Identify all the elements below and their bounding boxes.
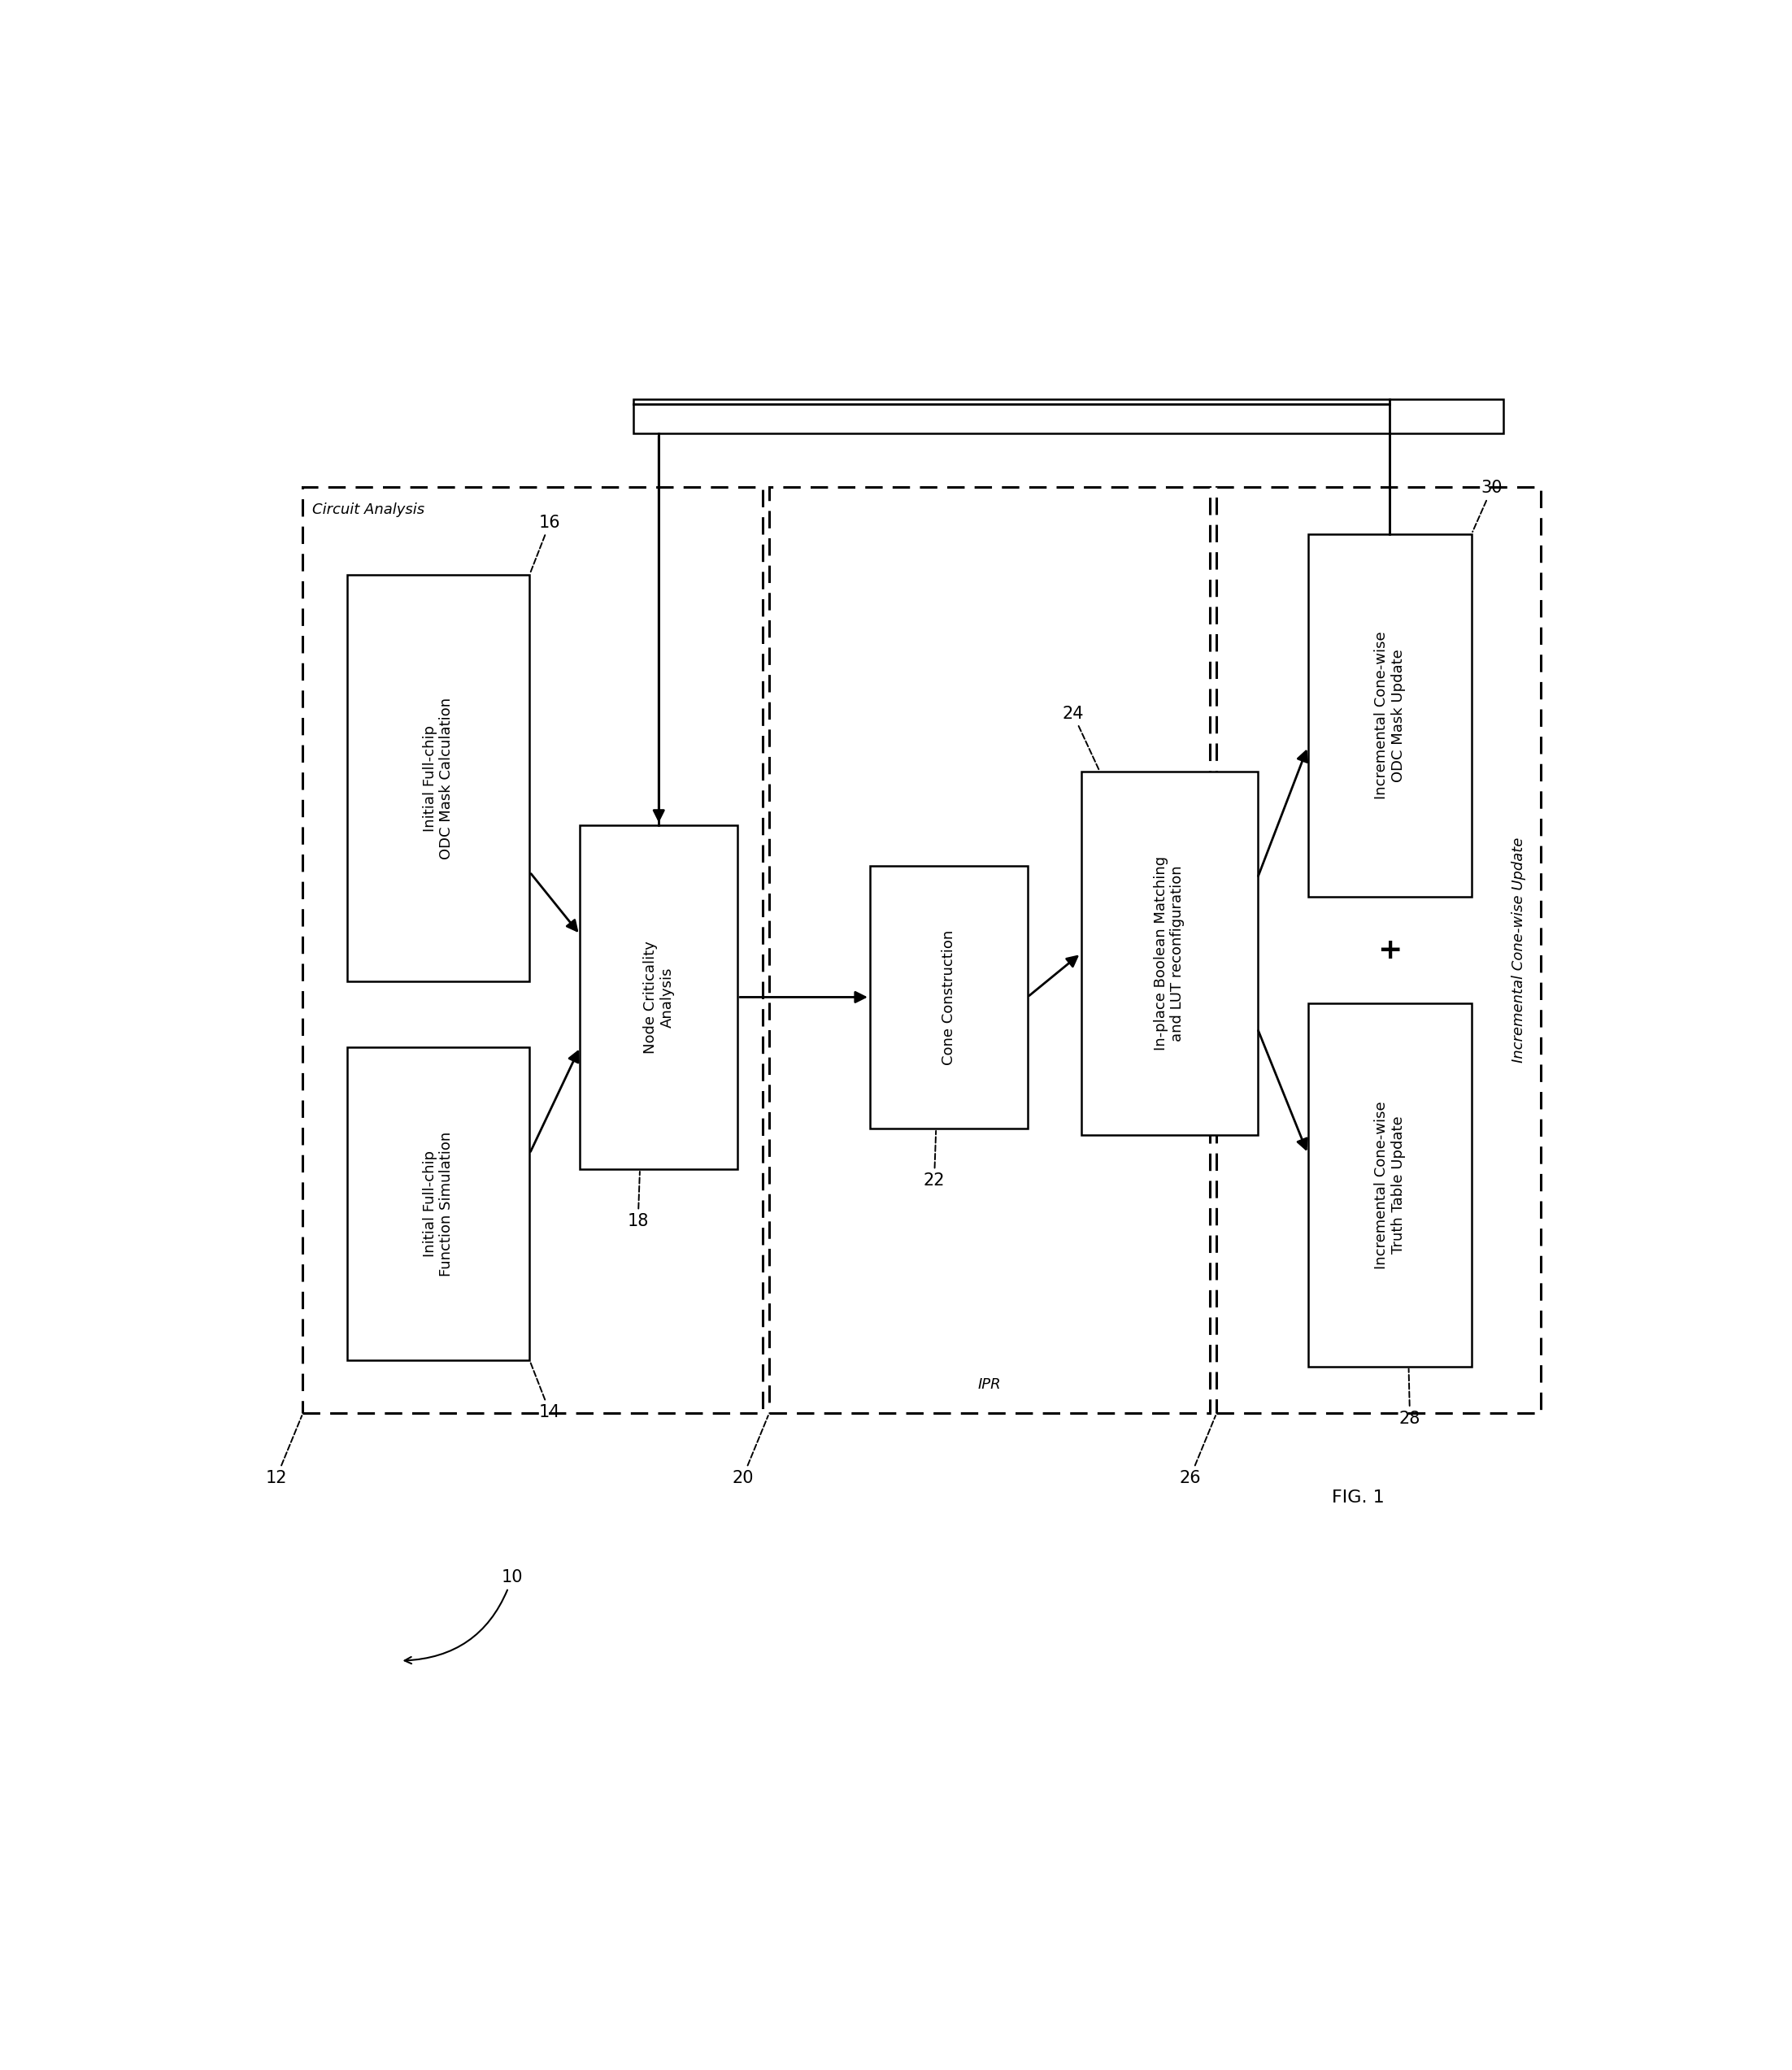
Bar <box>634 400 1503 435</box>
Text: 16: 16 <box>530 515 561 573</box>
Bar <box>1308 534 1471 896</box>
Text: FIG. 1: FIG. 1 <box>1331 1490 1385 1507</box>
Bar <box>303 486 763 1414</box>
Text: Cone Construction: Cone Construction <box>941 929 955 1064</box>
Bar <box>1308 1004 1471 1366</box>
Bar <box>1217 486 1541 1414</box>
Text: In-place Boolean Matching
and LUT reconfiguration: In-place Boolean Matching and LUT reconf… <box>1154 857 1185 1052</box>
Text: IPR: IPR <box>978 1377 1002 1391</box>
Bar <box>769 486 1210 1414</box>
Text: Circuit Analysis: Circuit Analysis <box>312 503 425 518</box>
Bar <box>1081 772 1258 1134</box>
Text: Incremental Cone-wise
ODC Mask Update: Incremental Cone-wise ODC Mask Update <box>1374 631 1405 799</box>
Text: 12: 12 <box>265 1416 301 1486</box>
Text: 22: 22 <box>923 1130 944 1188</box>
Text: Node Criticality
Analysis: Node Criticality Analysis <box>643 940 674 1054</box>
Bar <box>581 826 738 1170</box>
Text: Incremental Cone-wise
Truth Table Update: Incremental Cone-wise Truth Table Update <box>1374 1101 1405 1269</box>
Text: 28: 28 <box>1400 1368 1421 1426</box>
Text: 18: 18 <box>627 1172 649 1230</box>
Text: +: + <box>1378 936 1401 965</box>
Bar <box>869 865 1027 1128</box>
Text: Incremental Cone-wise Update: Incremental Cone-wise Update <box>1512 838 1527 1064</box>
Text: 14: 14 <box>530 1362 561 1420</box>
Bar <box>348 575 530 981</box>
Text: Initial Full-chip
ODC Mask Calculation: Initial Full-chip ODC Mask Calculation <box>423 698 453 859</box>
Text: 10: 10 <box>405 1569 523 1664</box>
Bar <box>348 1047 530 1360</box>
Text: 30: 30 <box>1473 480 1503 532</box>
Text: Initial Full-chip
Function Simulation: Initial Full-chip Function Simulation <box>423 1132 453 1277</box>
Text: 26: 26 <box>1179 1416 1215 1486</box>
Text: 20: 20 <box>731 1416 769 1486</box>
Text: 24: 24 <box>1063 706 1098 770</box>
